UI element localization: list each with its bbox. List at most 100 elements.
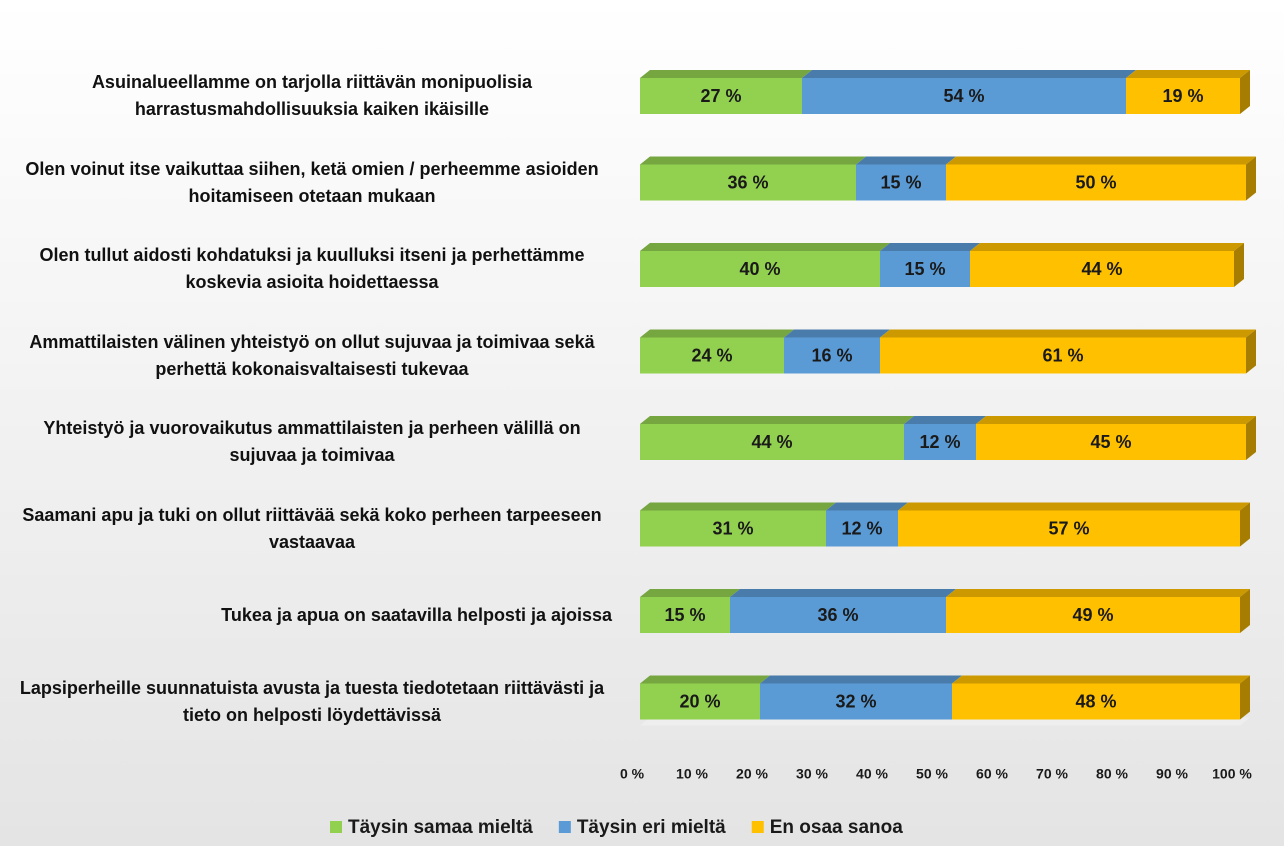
bar bbox=[640, 251, 880, 287]
legend-label: Täysin samaa mieltä bbox=[348, 817, 533, 838]
bar-side bbox=[1246, 329, 1256, 374]
bar-top bbox=[730, 589, 956, 597]
bar bbox=[640, 510, 826, 547]
category-text: Olen tullut aidosti kohdatuksi ja kuullu… bbox=[39, 245, 585, 292]
x-tick-label: 60 % bbox=[976, 766, 1008, 782]
legend: Täysin samaa mieltä Täysin eri mieltä En o… bbox=[330, 817, 903, 838]
bar-top bbox=[760, 675, 962, 684]
x-tick-label: 40 % bbox=[856, 766, 888, 782]
x-tick-label: 0 % bbox=[620, 766, 645, 782]
x-tick-label: 80 % bbox=[1096, 766, 1128, 782]
x-tick-label: 50 % bbox=[916, 766, 948, 782]
value-label: 31 % bbox=[712, 518, 753, 538]
category-text: Tukea ja apua on saatavilla helposti ja … bbox=[221, 604, 612, 625]
value-label: 20 % bbox=[679, 691, 720, 711]
bar-top bbox=[640, 675, 770, 684]
bar bbox=[880, 337, 1246, 374]
value-label: 36 % bbox=[727, 172, 768, 192]
bar bbox=[640, 164, 856, 201]
bar-top bbox=[640, 329, 794, 338]
x-tick-label: 20 % bbox=[736, 766, 768, 782]
value-label: 15 % bbox=[664, 605, 705, 625]
bar-top bbox=[802, 70, 1136, 78]
bar-top bbox=[880, 329, 1256, 338]
legend-swatch bbox=[330, 821, 342, 833]
bar-top bbox=[946, 589, 1250, 597]
category-text: Olen voinut itse vaikuttaa siihen, ketä … bbox=[25, 158, 599, 206]
bar bbox=[946, 597, 1240, 633]
bar-top bbox=[904, 416, 986, 424]
bar bbox=[976, 424, 1246, 460]
bar bbox=[826, 510, 898, 547]
category-text: Lapsiperheille suunnatuista avusta ja tu… bbox=[19, 677, 605, 725]
bar-top bbox=[898, 502, 1250, 511]
category-text: Saamani apu ja tuki on ollut riittävää s… bbox=[22, 504, 602, 552]
value-label: 54 % bbox=[943, 86, 984, 106]
bar-side bbox=[1240, 70, 1250, 114]
bar-top bbox=[640, 589, 740, 597]
bar-side bbox=[1246, 156, 1256, 201]
category-text: Asuinalueellamme on tarjolla riittävän m… bbox=[91, 72, 533, 119]
bar-top bbox=[640, 243, 890, 251]
bar-side bbox=[1240, 675, 1250, 720]
x-tick-label: 70 % bbox=[1036, 766, 1068, 782]
bar bbox=[730, 597, 946, 633]
value-label: 16 % bbox=[811, 345, 852, 365]
bar-side bbox=[1234, 243, 1244, 287]
value-label: 49 % bbox=[1072, 605, 1113, 625]
bar bbox=[946, 164, 1246, 201]
bar bbox=[970, 251, 1234, 287]
value-label: 27 % bbox=[700, 86, 741, 106]
bar-top bbox=[640, 502, 836, 511]
x-tick-label: 10 % bbox=[676, 766, 708, 782]
bar-top bbox=[976, 416, 1256, 424]
bar bbox=[640, 424, 904, 460]
category-label: Saamani apu ja tuki on ollut riittävää s… bbox=[12, 489, 612, 569]
value-label: 32 % bbox=[835, 691, 876, 711]
value-label: 44 % bbox=[1081, 259, 1122, 279]
value-label: 45 % bbox=[1090, 432, 1131, 452]
bar-top bbox=[970, 243, 1244, 251]
bar-side bbox=[1246, 416, 1256, 460]
category-label: Olen tullut aidosti kohdatuksi ja kuullu… bbox=[12, 229, 612, 309]
bar bbox=[856, 164, 946, 201]
bar-top bbox=[640, 156, 866, 165]
category-label: Lapsiperheille suunnatuista avusta ja tu… bbox=[12, 662, 612, 742]
value-label: 36 % bbox=[817, 605, 858, 625]
bar bbox=[952, 683, 1240, 720]
bar-top bbox=[784, 329, 890, 338]
bar bbox=[880, 251, 970, 287]
value-label: 19 % bbox=[1162, 86, 1203, 106]
category-text: Yhteistyö ja vuorovaikutus ammattilaiste… bbox=[43, 418, 581, 465]
legend-label: Täysin eri mieltä bbox=[577, 817, 726, 838]
bar bbox=[640, 597, 730, 633]
bar-top bbox=[946, 156, 1256, 165]
bar-top bbox=[880, 243, 980, 251]
bar-top bbox=[640, 416, 914, 424]
value-label: 44 % bbox=[751, 432, 792, 452]
value-label: 15 % bbox=[880, 172, 921, 192]
category-label: Yhteistyö ja vuorovaikutus ammattilaiste… bbox=[12, 402, 612, 482]
value-label: 12 % bbox=[919, 432, 960, 452]
bar-side bbox=[1240, 589, 1250, 633]
bar-top bbox=[826, 502, 908, 511]
value-label: 24 % bbox=[691, 345, 732, 365]
bar bbox=[802, 78, 1126, 114]
category-label: Olen voinut itse vaikuttaa siihen, ketä … bbox=[12, 143, 612, 223]
legend-swatch bbox=[751, 821, 764, 833]
bar bbox=[640, 683, 760, 720]
value-label: 12 % bbox=[841, 518, 882, 538]
bar-top bbox=[1126, 70, 1250, 78]
value-label: 61 % bbox=[1042, 345, 1083, 365]
bar bbox=[904, 424, 976, 460]
legend-label: En osaa sanoa bbox=[770, 817, 903, 838]
bar bbox=[640, 78, 802, 114]
x-tick-label: 30 % bbox=[796, 766, 828, 782]
bar bbox=[784, 337, 880, 374]
bar-top bbox=[640, 70, 812, 78]
bar bbox=[1126, 78, 1240, 114]
x-tick-label: 90 % bbox=[1156, 766, 1188, 782]
value-label: 40 % bbox=[739, 259, 780, 279]
